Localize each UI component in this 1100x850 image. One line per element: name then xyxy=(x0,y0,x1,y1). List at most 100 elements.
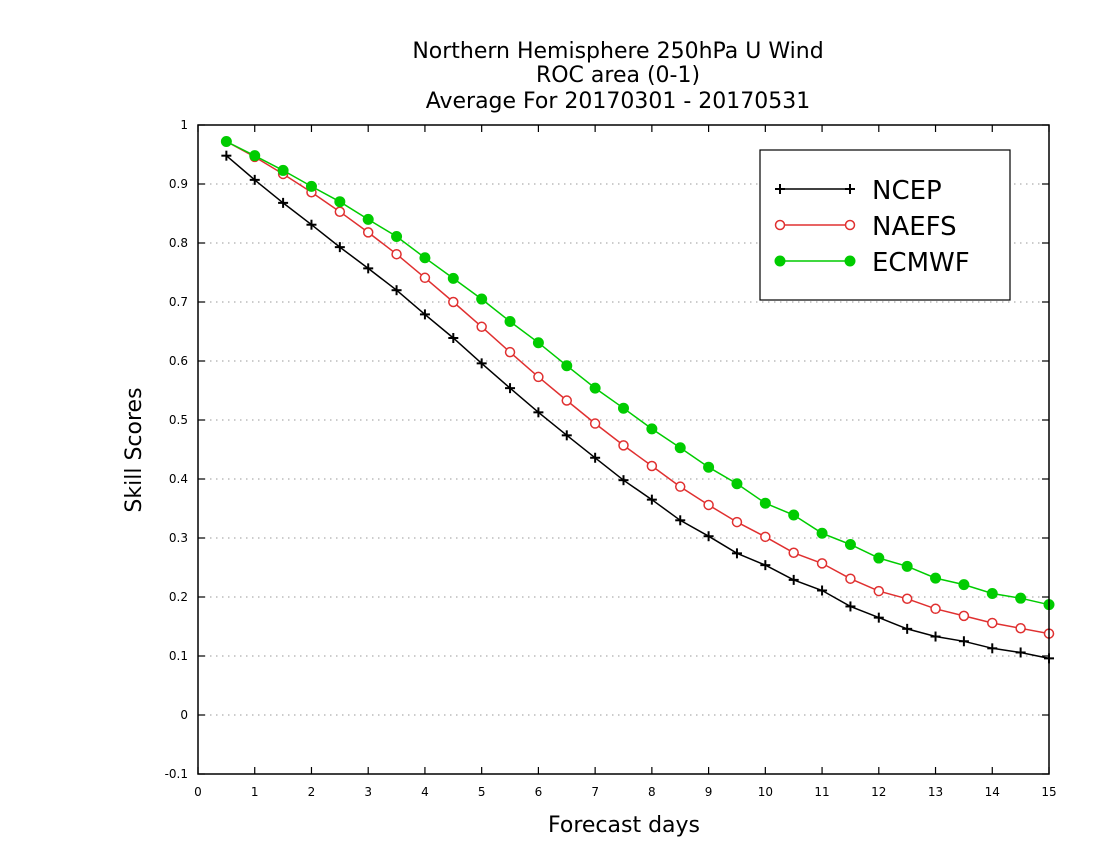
point-ecmwf xyxy=(305,180,317,192)
point-ncep xyxy=(278,197,289,208)
point-ncep xyxy=(1015,647,1026,658)
x-tick-label: 3 xyxy=(364,785,372,799)
point-ncep xyxy=(590,452,601,463)
legend-marker-left-ncep xyxy=(775,184,785,194)
point-ncep xyxy=(845,601,856,612)
point-ecmwf xyxy=(873,552,885,564)
y-tick-label: 0.3 xyxy=(169,531,188,545)
point-naefs xyxy=(760,531,771,543)
point-ncep xyxy=(788,574,799,585)
x-tick-label: 8 xyxy=(648,785,656,799)
point-ncep xyxy=(958,636,969,647)
point-naefs xyxy=(901,593,913,605)
point-naefs xyxy=(476,321,487,333)
point-ncep xyxy=(476,358,487,369)
y-tick-label: 0.9 xyxy=(169,177,188,191)
legend-item-naefs: NAEFS xyxy=(774,212,957,242)
y-tick-label: 0.6 xyxy=(169,354,188,368)
point-ncep xyxy=(987,643,998,654)
point-ecmwf xyxy=(277,164,289,176)
point-ncep xyxy=(817,585,828,596)
y-tick-label: 0.7 xyxy=(169,295,188,309)
point-ncep xyxy=(391,285,402,296)
point-naefs xyxy=(987,617,998,629)
point-naefs xyxy=(674,481,686,492)
legend-marker-right-ecmwf xyxy=(844,255,856,267)
point-naefs xyxy=(845,573,856,584)
series-naefs xyxy=(221,136,1055,639)
y-tick-label: 0.2 xyxy=(169,590,188,604)
point-naefs xyxy=(930,603,941,615)
point-naefs xyxy=(873,585,885,597)
x-tick-label: 11 xyxy=(814,785,829,799)
plot-frame xyxy=(197,124,1050,775)
point-naefs xyxy=(816,558,828,569)
x-tick-label: 6 xyxy=(535,785,543,799)
point-ecmwf xyxy=(447,272,459,284)
point-ncep xyxy=(703,531,714,542)
point-ecmwf xyxy=(561,360,573,372)
point-naefs xyxy=(334,206,346,217)
point-ncep xyxy=(533,407,544,418)
point-naefs xyxy=(731,516,743,528)
point-ecmwf xyxy=(249,150,261,162)
point-ecmwf xyxy=(220,136,232,148)
point-ncep xyxy=(873,612,884,623)
point-ncep xyxy=(363,263,374,274)
point-naefs xyxy=(391,248,402,260)
legend-label-ecmwf: ECMWF xyxy=(872,248,970,278)
x-tick-label: 0 xyxy=(194,785,202,799)
point-ncep xyxy=(249,174,260,185)
point-ecmwf xyxy=(930,572,942,584)
point-naefs xyxy=(561,395,573,406)
axis-ticks: -0.100.10.20.30.40.50.60.70.80.910 1 2 3 4 5 6… xyxy=(165,118,1057,799)
point-ecmwf xyxy=(674,442,686,454)
point-naefs xyxy=(646,460,658,472)
point-naefs xyxy=(419,272,431,284)
point-ecmwf xyxy=(986,587,998,599)
legend-marker-left-ecmwf xyxy=(774,255,786,267)
point-ecmwf xyxy=(759,497,771,509)
y-tick-label: 0.5 xyxy=(169,413,188,427)
y-tick-label: 0.1 xyxy=(169,649,188,663)
series-line-ncep xyxy=(225,155,1050,660)
point-ecmwf xyxy=(532,337,544,349)
point-ecmwf xyxy=(362,213,374,225)
point-naefs xyxy=(1015,623,1026,634)
y-tick-label: 0.8 xyxy=(169,236,188,250)
y-tick-label: -0.1 xyxy=(165,767,188,781)
point-ncep xyxy=(675,515,686,526)
point-ecmwf xyxy=(901,560,913,572)
point-ncep xyxy=(306,219,317,230)
legend-label-naefs: NAEFS xyxy=(872,212,957,242)
legend-marker-left-naefs xyxy=(774,219,786,231)
point-ecmwf xyxy=(646,423,658,435)
point-ecmwf xyxy=(419,252,431,264)
x-tick-label: 9 xyxy=(705,785,713,799)
legend-item-ecmwf: ECMWF xyxy=(774,248,970,278)
chart-title-line-1: Northern Hemisphere 250hPa U Wind xyxy=(412,39,823,64)
point-ecmwf xyxy=(788,509,800,521)
point-ecmwf xyxy=(476,293,488,305)
point-naefs xyxy=(448,296,459,308)
y-tick-label: 0 xyxy=(180,708,188,722)
series-ncep xyxy=(221,150,1054,664)
point-naefs xyxy=(362,227,374,238)
point-ncep xyxy=(646,494,657,505)
point-ecmwf xyxy=(504,315,516,327)
x-tick-label: 5 xyxy=(478,785,486,799)
point-ncep xyxy=(334,242,345,253)
legend: NCEP NAEFS ECMWF xyxy=(759,149,1011,301)
point-ncep xyxy=(731,548,742,559)
point-ncep xyxy=(760,560,771,571)
point-naefs xyxy=(589,418,601,429)
legend-box xyxy=(759,149,1011,301)
chart-title-line-2: ROC area (0-1) xyxy=(536,63,700,88)
point-naefs xyxy=(958,610,970,622)
x-tick-label: 2 xyxy=(308,785,316,799)
point-naefs xyxy=(788,547,799,558)
y-axis-label: Skill Scores xyxy=(122,387,147,512)
point-ncep xyxy=(561,430,572,441)
legend-item-ncep: NCEP xyxy=(775,176,942,206)
